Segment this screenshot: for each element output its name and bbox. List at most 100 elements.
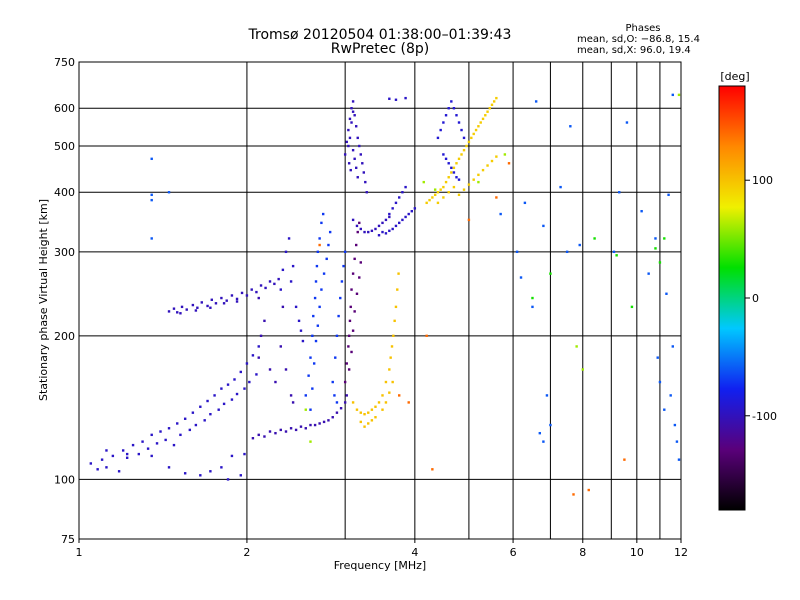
y-tick-label: 400 <box>54 186 75 199</box>
data-point <box>251 437 255 440</box>
data-point <box>199 405 202 408</box>
data-point <box>350 288 353 291</box>
data-point <box>363 412 366 416</box>
data-point <box>467 140 471 144</box>
data-point <box>439 188 442 191</box>
data-point <box>559 185 562 189</box>
data-point <box>257 433 260 437</box>
data-point <box>538 431 542 435</box>
data-point <box>593 237 596 240</box>
data-point <box>450 100 453 103</box>
data-point <box>347 334 351 338</box>
phases-x-stats: mean, sd,X: 96.0, 19.4 <box>577 45 691 56</box>
data-point <box>671 93 674 97</box>
data-point <box>384 232 388 235</box>
data-point <box>359 227 362 231</box>
data-point <box>359 153 362 156</box>
colorbar-tick-label: 100 <box>752 174 773 187</box>
data-point <box>355 243 358 247</box>
data-point <box>407 212 410 216</box>
data-point <box>167 191 171 194</box>
data-point <box>481 117 485 121</box>
data-point <box>209 306 212 309</box>
data-point <box>370 229 374 233</box>
data-point <box>314 339 318 343</box>
data-point <box>243 452 246 456</box>
data-point <box>356 136 359 140</box>
data-point <box>203 419 206 422</box>
data-point <box>542 224 545 228</box>
data-point <box>309 408 312 411</box>
colorbar-tick-label: 0 <box>752 292 759 305</box>
data-point <box>663 237 666 240</box>
data-point <box>393 319 396 323</box>
data-point <box>327 419 330 422</box>
data-point <box>220 387 223 390</box>
data-point <box>370 419 374 422</box>
data-point <box>359 411 362 414</box>
data-point <box>658 380 662 384</box>
data-point <box>442 196 445 199</box>
data-point <box>274 380 277 384</box>
data-point <box>433 188 437 191</box>
data-point <box>277 277 280 281</box>
data-point <box>388 391 391 394</box>
data-point <box>353 157 356 161</box>
data-point <box>367 422 370 425</box>
data-point <box>342 264 345 268</box>
y-tick-label: 75 <box>61 533 75 546</box>
data-point <box>322 420 326 424</box>
data-point <box>279 428 282 432</box>
data-point <box>455 114 458 117</box>
data-point <box>367 411 370 414</box>
data-point <box>401 218 404 222</box>
data-point <box>410 209 413 213</box>
data-point <box>625 121 629 124</box>
data-point <box>343 401 347 404</box>
data-point <box>351 272 355 275</box>
data-point <box>677 93 681 97</box>
data-point <box>452 107 456 110</box>
data-point <box>111 454 115 458</box>
y-axis-label: Stationary phase Virtual Height [km] <box>37 199 50 401</box>
data-point <box>268 368 272 371</box>
data-point <box>365 191 368 194</box>
data-point <box>325 257 328 261</box>
data-point <box>486 110 489 113</box>
data-point <box>251 354 255 357</box>
y-tick-label: 200 <box>54 330 75 343</box>
data-point <box>450 171 453 174</box>
data-point <box>146 447 150 450</box>
data-point <box>347 368 351 371</box>
data-point <box>398 394 401 397</box>
data-point <box>367 230 370 234</box>
data-point <box>355 166 358 170</box>
data-point <box>230 398 234 401</box>
data-point <box>220 296 223 300</box>
data-point <box>345 394 348 397</box>
data-point <box>287 237 291 240</box>
data-point <box>658 261 662 264</box>
data-point <box>334 356 337 359</box>
data-point <box>333 394 336 397</box>
data-point <box>575 345 578 348</box>
colorbar-ticks: 100 0 -100 <box>745 174 777 423</box>
data-point <box>105 449 108 452</box>
data-point <box>235 392 239 396</box>
data-point <box>240 291 244 295</box>
data-point <box>225 299 228 302</box>
data-point <box>431 196 434 199</box>
data-point <box>374 416 377 419</box>
data-point <box>281 305 285 309</box>
data-point <box>534 100 538 103</box>
data-point <box>392 334 395 338</box>
data-point <box>452 171 456 174</box>
data-point <box>347 345 350 348</box>
data-point <box>117 470 121 473</box>
data-point <box>374 405 377 408</box>
data-point <box>422 180 425 184</box>
data-point <box>312 362 316 365</box>
colorbar: [deg] 100 0 -100 <box>718 70 777 511</box>
data-point <box>304 408 307 411</box>
data-point <box>433 193 437 197</box>
